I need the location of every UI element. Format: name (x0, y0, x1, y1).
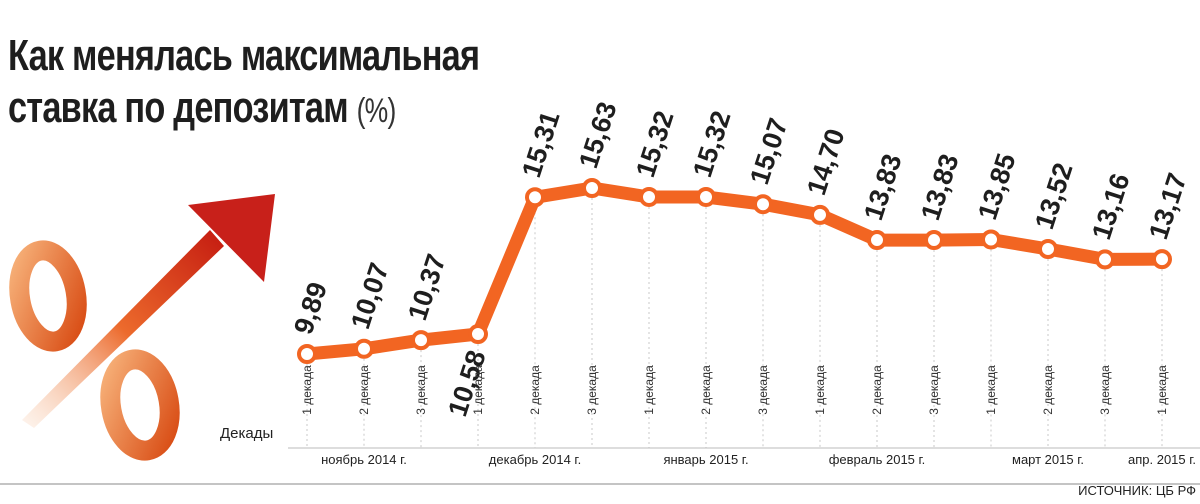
decade-label: 3 декада (927, 365, 941, 415)
x-axis-label: Декады (220, 425, 273, 442)
value-label: 10,37 (402, 250, 451, 324)
decade-label: 2 декада (528, 365, 542, 415)
data-point (867, 230, 887, 251)
value-label: 15,63 (573, 98, 622, 172)
value-label: 14,70 (801, 125, 850, 199)
decor-percent-top-circle (9, 240, 87, 352)
value-label: 13,83 (858, 150, 907, 224)
data-point (810, 204, 830, 225)
decade-label: 2 декада (357, 365, 371, 415)
decade-labels: 1 декада 2 декада 3 декада 1 декада 2 декада… (300, 365, 1169, 415)
chart-title-line1: Как менялась максимальная (8, 31, 480, 80)
data-point (525, 187, 545, 208)
value-label: 15,32 (630, 107, 679, 181)
data-point (753, 194, 773, 215)
month-label: январь 2015 г. (663, 452, 748, 467)
data-point (582, 178, 602, 198)
value-label: 13,83 (915, 150, 964, 224)
decade-label: 3 декада (414, 365, 428, 415)
value-label: 9,89 (288, 279, 333, 338)
decade-label: 2 декада (699, 365, 713, 415)
month-label: апр. 2015 г. (1128, 452, 1196, 467)
data-point (297, 344, 317, 364)
data-point (639, 186, 659, 207)
data-point (924, 230, 944, 251)
decade-label: 1 декада (300, 365, 314, 415)
month-label: март 2015 г. (1012, 452, 1084, 467)
data-point (1038, 239, 1058, 260)
month-label: февраль 2015 г. (829, 452, 926, 467)
decade-label: 3 декада (1098, 365, 1112, 415)
month-labels: ноябрь 2014 г. декабрь 2014 г. январь 2015… (321, 452, 1196, 467)
month-label: декабрь 2014 г. (489, 452, 581, 467)
value-label: 10,07 (345, 259, 394, 333)
chart-title: Как менялась максимальная ставка по депо… (8, 30, 480, 137)
decade-guides (306, 188, 1163, 448)
decade-label: 1 декада (813, 365, 827, 415)
value-label: 13,52 (1029, 159, 1078, 233)
decade-label: 3 декада (585, 365, 599, 415)
decade-label: 2 декада (1041, 365, 1055, 415)
month-label: ноябрь 2014 г. (321, 452, 407, 467)
decor-percent-bottom-circle (100, 349, 180, 461)
value-label: 15,07 (744, 115, 793, 189)
decade-label: 1 декада (1155, 365, 1169, 415)
data-point (468, 324, 488, 345)
value-label: 13,16 (1086, 170, 1135, 244)
decor-arrow-shaft (22, 230, 224, 428)
data-points (297, 178, 1172, 364)
data-point (981, 229, 1001, 250)
decade-label: 1 декада (642, 365, 656, 415)
data-point (1152, 249, 1172, 270)
series-line (300, 181, 1169, 361)
decade-label: 3 декада (756, 365, 770, 415)
source-note: ИСТОЧНИК: ЦБ РФ (1078, 483, 1196, 498)
data-point (696, 186, 716, 207)
value-label: 15,31 (516, 108, 565, 182)
data-point (354, 338, 374, 359)
data-point (1095, 249, 1115, 270)
value-label: 13,17 (1143, 169, 1192, 243)
chart-unit: (%) (356, 92, 397, 130)
value-label: 13,85 (972, 150, 1021, 224)
decor-arrow-head (188, 194, 275, 282)
decor-percent-icon (9, 194, 275, 461)
value-label: 15,32 (687, 107, 736, 181)
decade-label: 1 декада (471, 365, 485, 415)
data-point (411, 330, 431, 351)
decade-label: 2 декада (870, 365, 884, 415)
chart-title-line2: ставка по депозитам (8, 83, 349, 132)
decade-label: 1 декада (984, 365, 998, 415)
